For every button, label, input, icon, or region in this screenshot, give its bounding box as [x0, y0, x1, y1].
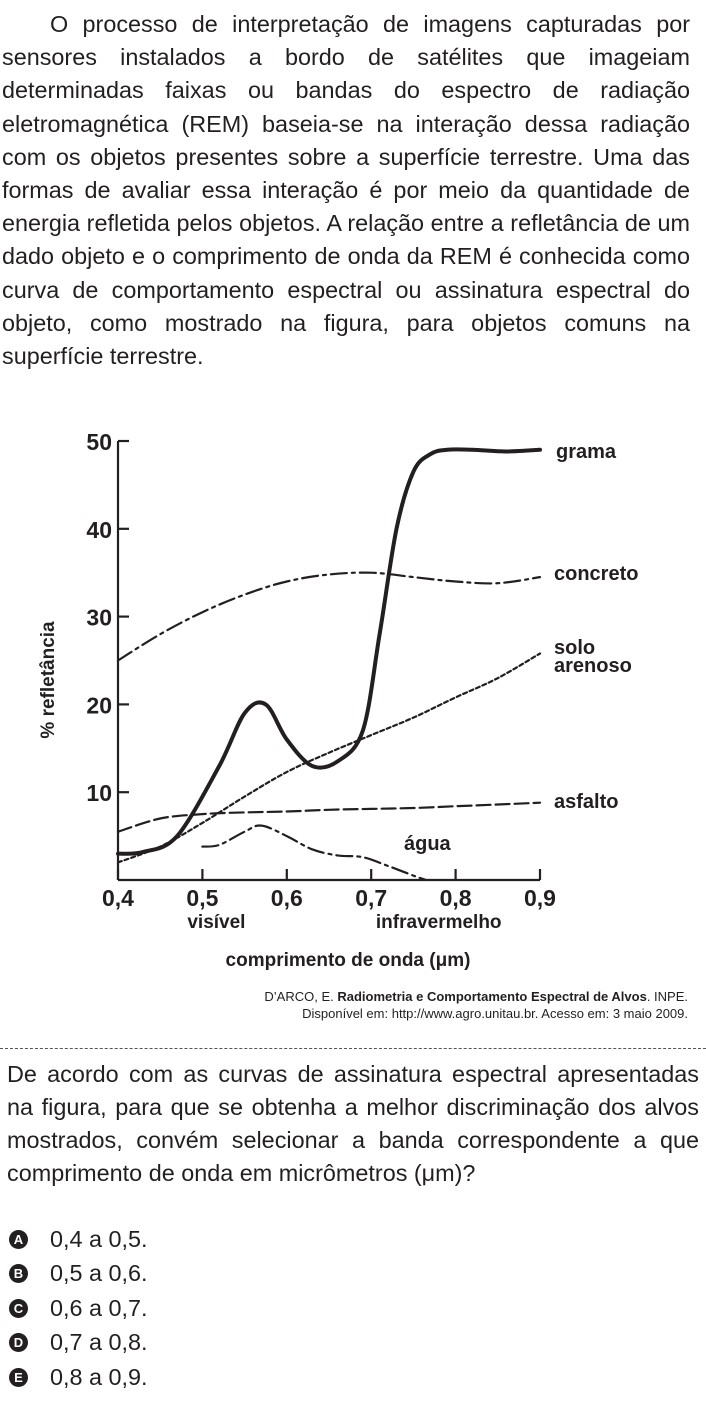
spectral-chart: 10 20 30 40 50 0,4 0,5 0,6 0,7 0,8 0,9 visível infra…	[38, 429, 638, 971]
x-region-label: infravermelho	[376, 912, 502, 933]
answer-options: A 0,4 a 0,5. B 0,5 a 0,6. C 0,6 a 0,7. D 0,7…	[9, 1222, 148, 1395]
option-a[interactable]: A 0,4 a 0,5.	[9, 1222, 148, 1257]
series-label-grama: grama	[556, 441, 617, 463]
y-tick-label: 50	[86, 429, 112, 455]
option-text: 0,4 a 0,5.	[50, 1225, 148, 1252]
x-axis-title: comprimento de onda (μm)	[226, 950, 471, 971]
y-tick-label: 40	[86, 517, 112, 543]
option-text: 0,6 a 0,7.	[50, 1294, 148, 1321]
figure-citation: D’ARCO, E. Radiometria e Comportamento E…	[8, 988, 688, 1022]
x-tick-label: 0,6	[271, 885, 303, 911]
option-text: 0,7 a 0,8.	[50, 1329, 148, 1356]
y-tick-label: 10	[86, 780, 112, 806]
x-tick-label: 0,7	[355, 885, 387, 911]
option-letter-badge: D	[9, 1333, 28, 1353]
y-tick-label: 30	[86, 605, 112, 631]
y-axis-title: % refletância	[38, 621, 59, 739]
option-letter-badge: A	[9, 1229, 28, 1249]
series-label-solo-arenoso: solo	[554, 637, 595, 659]
y-tick-label: 20	[86, 692, 112, 718]
citation-availability: Disponível em: http://www.agro.unitau.br…	[302, 1006, 688, 1021]
chart-axes: 10 20 30 40 50 0,4 0,5 0,6 0,7 0,8 0,9 visível infra…	[38, 429, 556, 971]
intro-text: O processo de interpretação de imagens c…	[2, 11, 690, 370]
series-line-grama	[116, 447, 542, 856]
option-e[interactable]: E 0,8 a 0,9.	[9, 1360, 148, 1395]
chart-series	[116, 447, 542, 882]
option-d[interactable]: D 0,7 a 0,8.	[9, 1326, 148, 1361]
series-label-agua: água	[404, 833, 452, 855]
x-tick-label: 0,5	[186, 885, 218, 911]
option-text: 0,5 a 0,6.	[50, 1260, 148, 1287]
series-line-asfalto	[116, 801, 542, 833]
option-text: 0,8 a 0,9.	[50, 1363, 148, 1390]
series-line-agua	[201, 824, 428, 882]
x-tick-label: 0,4	[102, 885, 134, 911]
x-tick-label: 0,8	[440, 885, 472, 911]
intro-paragraph: O processo de interpretação de imagens c…	[2, 8, 690, 373]
x-tick-label: 0,9	[524, 885, 556, 911]
question-text: De acordo com as curvas de assinatura es…	[7, 1061, 699, 1186]
option-letter-badge: C	[9, 1298, 28, 1318]
citation-reference: D’ARCO, E. Radiometria e Comportamento E…	[264, 989, 688, 1004]
x-region-label: visível	[187, 912, 245, 933]
option-c[interactable]: C 0,6 a 0,7.	[9, 1291, 148, 1326]
series-line-solo-arenoso	[116, 652, 542, 864]
series-label-asfalto: asfalto	[554, 791, 618, 813]
option-letter-badge: B	[9, 1264, 28, 1284]
series-line-concreto	[116, 571, 542, 662]
option-b[interactable]: B 0,5 a 0,6.	[9, 1257, 148, 1292]
section-divider	[0, 1048, 706, 1049]
option-letter-badge: E	[9, 1367, 28, 1387]
series-label-concreto: concreto	[554, 563, 638, 585]
series-label-solo-arenoso: arenoso	[554, 655, 632, 677]
